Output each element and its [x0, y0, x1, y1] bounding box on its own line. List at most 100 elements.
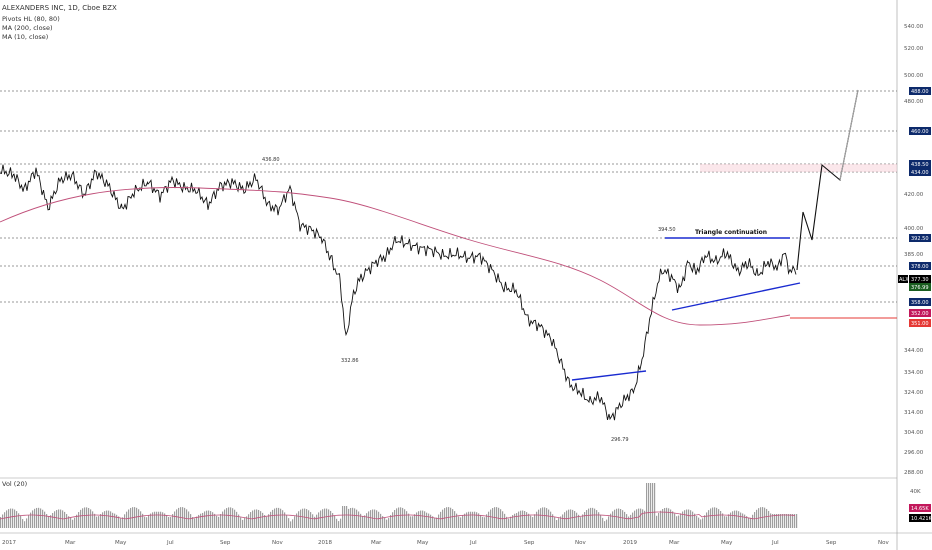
volume-bar [320, 510, 322, 528]
volume-bar [280, 508, 282, 528]
volume-bar [290, 521, 292, 528]
volume-bar [536, 511, 538, 528]
volume-bar [714, 507, 716, 528]
x-tick-label: May [417, 540, 429, 546]
volume-bar [162, 512, 164, 528]
y-tick-label: 500.00 [904, 73, 924, 79]
volume-bar [178, 507, 180, 528]
volume-bar [224, 509, 226, 528]
volume-label[interactable]: Vol (20) [2, 480, 28, 488]
y-tick-label: 324.00 [904, 390, 924, 396]
volume-bar [64, 511, 66, 528]
volume-bar [270, 511, 272, 528]
volume-bar [116, 514, 118, 528]
x-tick-label: Jul [166, 540, 174, 546]
volume-bar [552, 514, 554, 528]
volume-bar [774, 514, 776, 528]
volume-label-box [909, 504, 931, 512]
price-label-value: 358.00 [911, 300, 929, 306]
volume-bar [706, 512, 708, 528]
volume-bar [382, 516, 384, 528]
volume-bar [356, 509, 358, 528]
volume-bar [766, 508, 768, 528]
volume-bar [640, 508, 642, 528]
volume-bar [428, 513, 430, 528]
volume-bar [6, 510, 8, 528]
x-tick-label: Sep [826, 540, 837, 546]
volume-bar [370, 510, 372, 528]
volume-bar [578, 514, 580, 528]
volume-bar [204, 511, 206, 528]
volume-bar [174, 511, 176, 528]
volume-bar [666, 507, 668, 528]
volume-bar [598, 512, 600, 528]
volume-bar [248, 514, 250, 528]
price-label-value: 351.00 [911, 321, 929, 327]
volume-bar [580, 517, 582, 528]
volume-bar [234, 509, 236, 528]
volume-bar [78, 512, 80, 528]
volume-bar [344, 506, 346, 528]
volume-bar [510, 516, 512, 528]
price-label-box [909, 234, 931, 242]
volume-bar [584, 512, 586, 528]
volume-bar [202, 512, 204, 528]
volume-bar [574, 511, 576, 528]
indicator-ma-200[interactable]: MA (200, close) [2, 24, 53, 32]
volume-bar [628, 516, 630, 528]
volume-bar [728, 514, 730, 528]
volume-bar [394, 509, 396, 528]
volume-bar [164, 513, 166, 528]
volume-bar [358, 511, 360, 528]
volume-bar [514, 513, 516, 528]
volume-bar [330, 510, 332, 528]
volume-bar [438, 514, 440, 528]
volume-bar [302, 508, 304, 528]
pivot-label: 332.86 [341, 358, 359, 364]
price-label-box [909, 262, 931, 270]
volume-bar [634, 510, 636, 528]
volume-bar [340, 518, 342, 528]
volume-bar [228, 507, 230, 528]
volume-bar [608, 516, 610, 528]
volume-bar [542, 507, 544, 528]
x-tick-label: May [115, 540, 127, 546]
volume-tick-label: 40K [910, 489, 921, 495]
indicator-ma-10[interactable]: MA (10, close) [2, 33, 49, 41]
volume-bar [304, 508, 306, 528]
volume-bar [780, 514, 782, 528]
volume-bar [636, 509, 638, 528]
volume-bar [404, 509, 406, 528]
volume-bar [148, 515, 150, 528]
volume-bar [256, 509, 258, 528]
volume-bar [652, 483, 654, 528]
trendline-bottom [571, 370, 647, 381]
volume-bar [460, 517, 462, 528]
volume-bar [662, 509, 664, 528]
volume-bar [694, 513, 696, 528]
volume-bar [674, 513, 676, 528]
volume-bar [654, 483, 656, 528]
indicator-pivots[interactable]: Pivots HL (80, 80) [2, 15, 60, 23]
volume-bar [466, 512, 468, 528]
volume-bar [238, 514, 240, 528]
volume-bar [618, 508, 620, 528]
volume-bar [322, 509, 324, 528]
x-tick-label: Nov [272, 540, 283, 546]
volume-bar [334, 515, 336, 528]
volume-bar [590, 507, 592, 528]
volume-bar [710, 508, 712, 528]
volume-bar [136, 507, 138, 528]
volume-bar [742, 513, 744, 528]
volume-bar [82, 508, 84, 528]
volume-bar [522, 510, 524, 528]
x-tick-label: Sep [220, 540, 231, 546]
pivot-label: 296.79 [611, 437, 629, 443]
volume-bar [72, 519, 74, 528]
y-tick-label: 314.00 [904, 410, 924, 416]
price-label-box [909, 283, 931, 291]
volume-bar [432, 516, 434, 528]
volume-bar [656, 515, 658, 528]
volume-bar [696, 516, 698, 528]
